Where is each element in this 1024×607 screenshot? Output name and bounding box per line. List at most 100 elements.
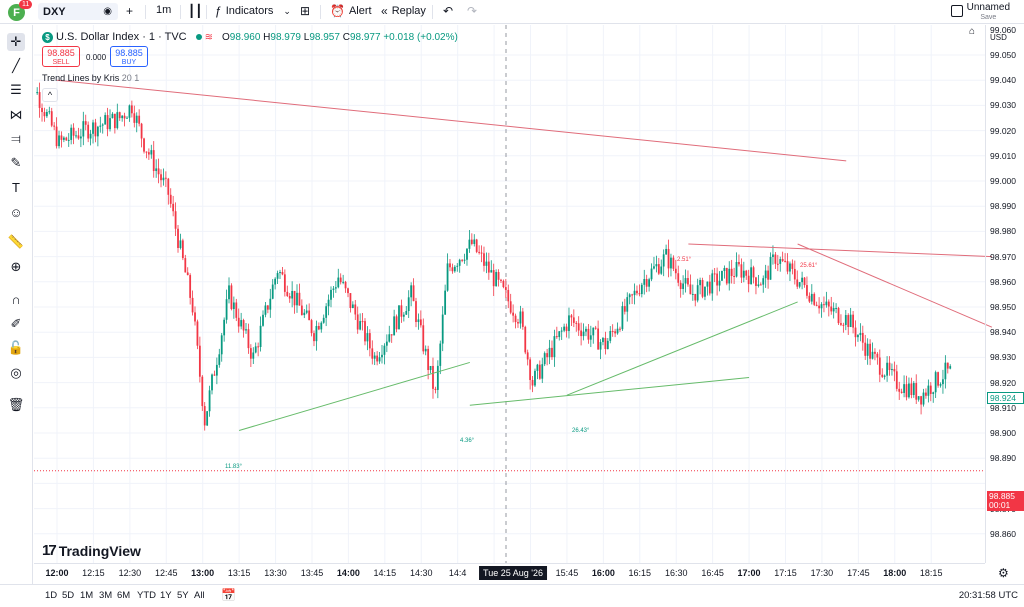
ruler-icon[interactable]: 📏	[7, 234, 25, 249]
fib-icon[interactable]: ☰	[10, 82, 22, 97]
buy-button[interactable]: 98.885 BUY	[110, 46, 148, 67]
calendar-icon[interactable]: 📅	[221, 588, 236, 602]
candle-body	[116, 112, 119, 129]
candle-body	[242, 320, 245, 331]
visibility-eye-icon[interactable]: ◎	[10, 365, 22, 380]
candle-body	[587, 328, 590, 340]
layout-name-button[interactable]: Unnamed Save	[967, 3, 1010, 23]
candle-body	[779, 259, 782, 264]
chart-type-button[interactable]: ┃┃	[188, 4, 202, 18]
candle-body	[368, 333, 371, 349]
range-button-1m[interactable]: 1M	[80, 590, 94, 601]
time-tick-label: 16:15	[628, 568, 652, 578]
alert-button[interactable]: ⏰ Alert	[330, 4, 372, 18]
candle-body	[174, 211, 177, 229]
range-button-3m[interactable]: 3M	[99, 590, 113, 601]
candle-body	[721, 270, 723, 281]
prediction-icon[interactable]: ⫤	[11, 131, 21, 146]
undo-button[interactable]: ↶	[443, 4, 453, 18]
candle-body	[764, 270, 767, 279]
time-tick-label: 16:45	[701, 568, 724, 578]
candle-body	[388, 334, 391, 342]
gear-icon[interactable]: ⚙	[998, 566, 1009, 580]
symbol-search[interactable]: DXY ◉	[38, 3, 118, 20]
replay-button[interactable]: « Replay	[381, 4, 426, 18]
candle-body	[789, 263, 791, 272]
interval-button[interactable]: 1m	[156, 4, 171, 16]
chart-legend[interactable]: $ U.S. Dollar Index · 1 · TVC ≋ O98.960 …	[42, 31, 458, 43]
symbol-name: DXY	[43, 5, 66, 18]
time-axis[interactable]: 12:00 12:15 12:30 12:45 13:00 13:15 13:30 13:45…	[34, 563, 985, 583]
watch-eye-icon[interactable]: ◉	[103, 6, 112, 17]
candle-body	[568, 315, 570, 332]
candle-body	[371, 348, 374, 359]
range-button-6m[interactable]: 6M	[117, 590, 131, 601]
candle-body	[781, 259, 784, 261]
pattern-icon[interactable]: ⋈	[9, 107, 23, 122]
price-tick-label: 99.010	[990, 150, 1016, 161]
compare-button[interactable]: +	[126, 4, 133, 18]
brush-icon[interactable]: ✎	[10, 155, 22, 170]
candle-body	[378, 357, 381, 362]
range-button-1y[interactable]: 1Y	[160, 590, 172, 601]
candle-body	[339, 277, 342, 283]
candle-body	[740, 264, 743, 278]
candle-body	[657, 264, 660, 274]
price-tick-label: 98.890	[990, 453, 1016, 464]
sell-button[interactable]: 98.885 SELL	[42, 46, 80, 67]
trend-line-icon[interactable]: ╱	[12, 58, 20, 73]
layouts-button[interactable]: ⊞	[300, 4, 310, 18]
candle-body	[759, 284, 762, 286]
candle-body	[876, 353, 879, 358]
candle-body	[147, 152, 150, 155]
candle-body	[72, 127, 75, 136]
emoji-icon[interactable]: ☺	[9, 204, 23, 220]
candle-body	[716, 273, 719, 286]
high-value: 98.979	[270, 31, 301, 43]
open-label: O	[222, 31, 230, 43]
indicator-legend[interactable]: Trend Lines by Kris 20 1	[42, 73, 139, 83]
candle-body	[45, 112, 48, 117]
candle-body	[803, 277, 806, 286]
range-button-5d[interactable]: 5D	[62, 590, 75, 601]
screenshot-icon[interactable]: ⌂	[969, 26, 976, 37]
candle-body	[347, 288, 349, 294]
tradingview-logo[interactable]: 17 TradingView	[42, 542, 141, 559]
candle-body	[269, 298, 272, 310]
candle-body	[769, 256, 772, 280]
candle-body	[293, 290, 296, 306]
lock-icon[interactable]: 🔓	[7, 340, 25, 355]
indicators-button[interactable]: ƒ Indicators ⌄	[215, 4, 291, 18]
range-button-5y[interactable]: 5Y	[177, 590, 189, 601]
candle-body	[109, 118, 111, 130]
magnet-icon[interactable]: ∩	[11, 291, 21, 307]
crosshair-icon[interactable]: ✛	[7, 33, 25, 51]
text-icon[interactable]: T	[12, 179, 20, 195]
candle-body	[172, 203, 175, 212]
candle-body	[517, 322, 519, 324]
candle-body	[274, 278, 277, 285]
redo-button[interactable]: ↷	[467, 4, 477, 18]
price-axis[interactable]: USD 99.060 99.050 99.040 99.030 99.020 99.010…	[985, 25, 1024, 563]
candle-body	[247, 329, 250, 349]
range-button-all[interactable]: All	[194, 590, 205, 601]
collapse-legend-button[interactable]: ^	[42, 88, 58, 102]
candle-body	[230, 285, 233, 310]
range-button-ytd[interactable]: YTD	[137, 590, 156, 601]
candle-body	[361, 321, 364, 323]
price-tick-label: 98.860	[990, 528, 1016, 539]
trash-icon[interactable]: 🗑	[7, 397, 25, 412]
candle-body	[682, 283, 685, 289]
utc-clock[interactable]: 20:31:58 UTC	[958, 590, 1018, 601]
candle-body	[888, 362, 891, 371]
zoom-icon[interactable]: ⊕	[10, 259, 22, 274]
candle-body	[177, 228, 179, 248]
candle-body	[541, 364, 544, 379]
candle-body	[665, 248, 668, 255]
candle-body	[555, 336, 558, 338]
candle-body	[577, 323, 580, 331]
layout-icon[interactable]	[951, 5, 963, 17]
lock-drawing-icon[interactable]: ✐	[10, 316, 22, 331]
range-button-1d[interactable]: 1D	[45, 590, 58, 601]
